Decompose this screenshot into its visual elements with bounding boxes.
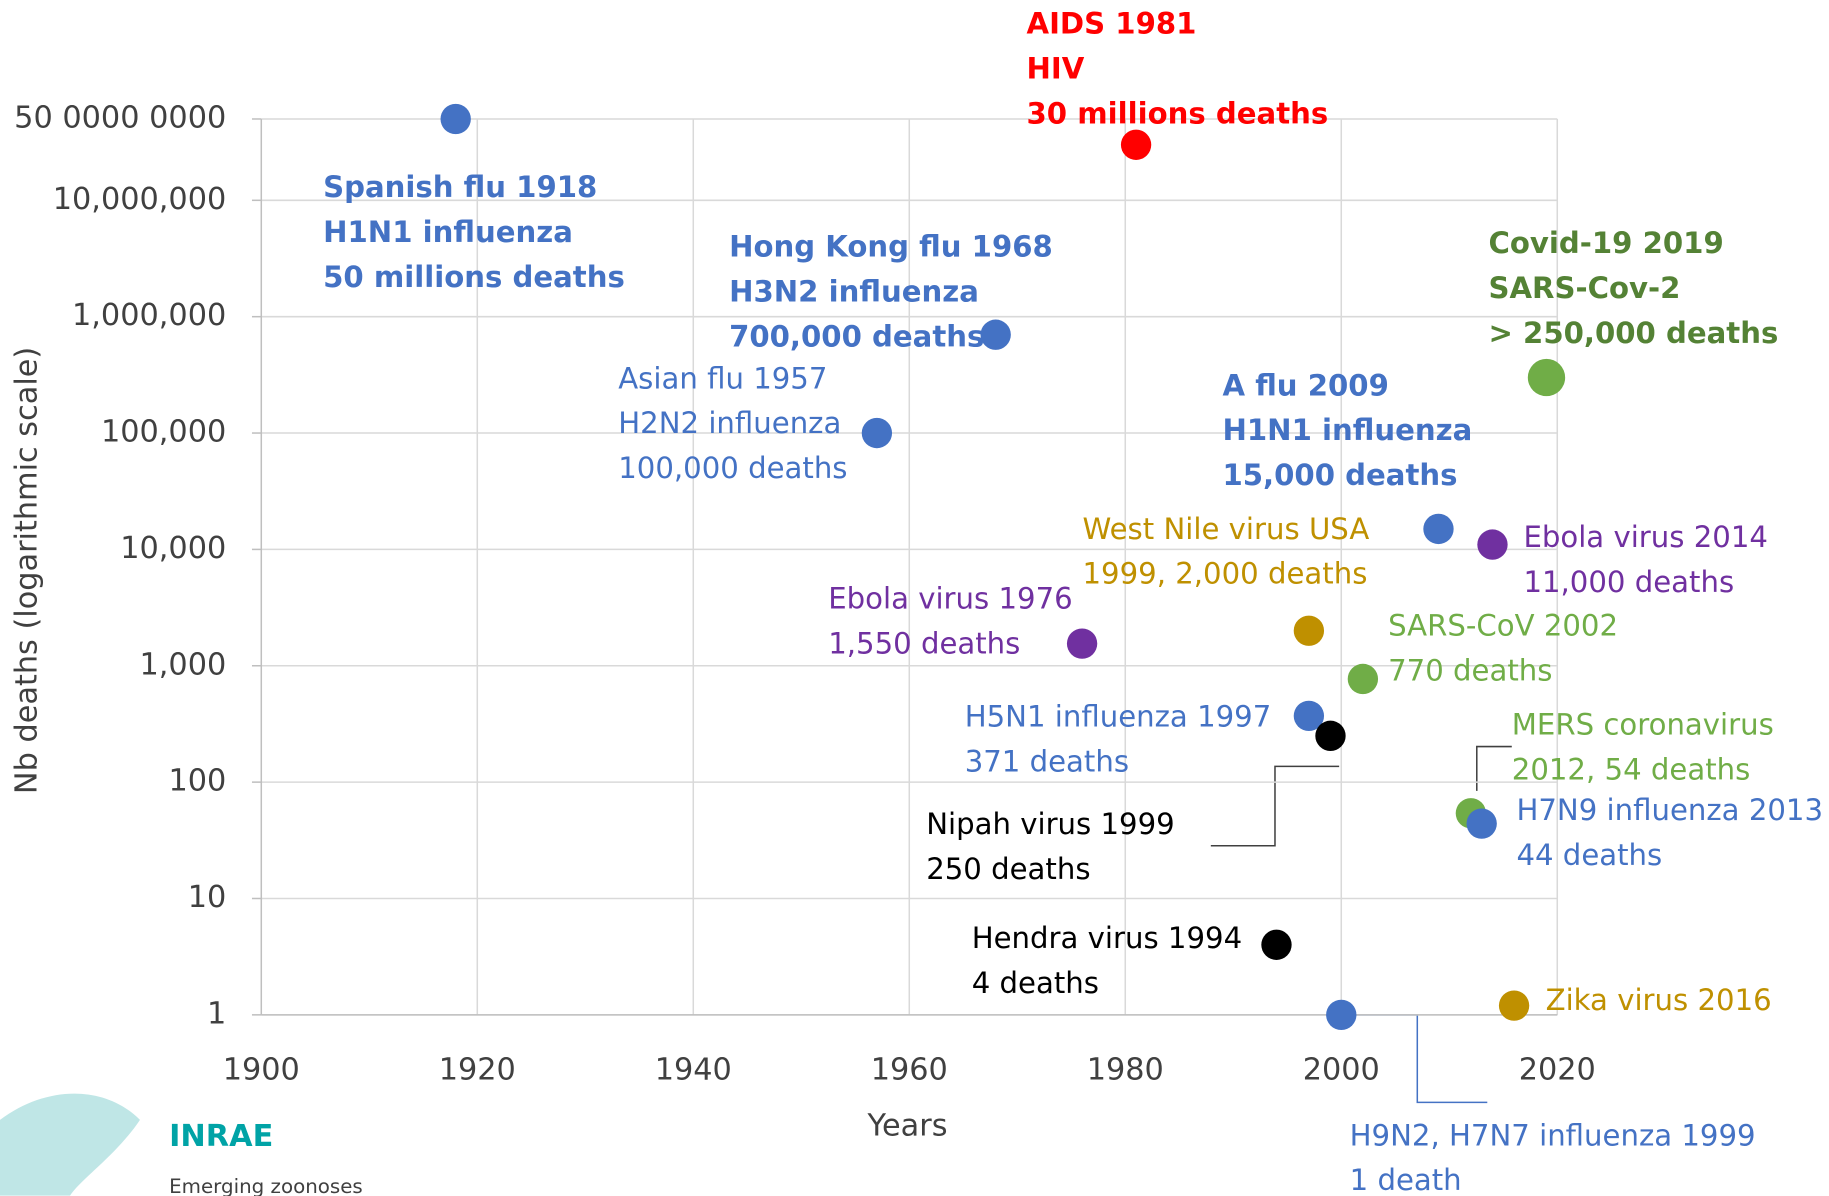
point-label: 100,000 deaths [618,451,847,485]
y-tick-label: 50 0000 0000 [14,100,226,135]
point [1347,663,1379,695]
y-axis-title: Nb deaths (logarithmic scale) [9,347,44,794]
point [1466,808,1497,839]
x-tick-label: 2000 [1303,1052,1380,1087]
point [1423,513,1454,545]
y-tick-label: 1 [207,996,226,1031]
y-tick-label: 10,000 [120,531,226,566]
point-label: MERS coronavirus [1512,708,1774,742]
y-tick-label: 100,000 [101,415,226,450]
point-label: 11,000 deaths [1523,565,1734,599]
point-label: Nipah virus 1999 [926,807,1175,841]
point [1293,700,1325,732]
point-label: 4 deaths [972,966,1099,1000]
point-label: 1 death [1350,1163,1462,1196]
point [1261,929,1292,960]
point [1527,358,1566,397]
point-label: H5N1 influenza 1997 [965,700,1272,734]
point [980,319,1011,350]
point [861,417,893,449]
point-label: Hendra virus 1994 [972,921,1242,955]
point-label: West Nile virus USA [1083,512,1370,546]
point-label: 770 deaths [1388,653,1552,687]
point-label: 371 deaths [965,744,1129,778]
point [1315,720,1346,751]
point [1326,999,1357,1031]
x-tick-label: 1960 [871,1052,948,1087]
point-label: SARS-CoV 2002 [1388,609,1618,643]
point-label: A flu 2009 [1222,368,1388,402]
y-tick-label: 10,000,000 [53,182,227,217]
point-label: 1,550 deaths [828,627,1020,661]
logo-swoosh [0,1093,140,1196]
point-label: HIV [1027,52,1085,86]
point [1120,129,1152,160]
point-label: Ebola virus 1976 [828,582,1072,616]
point-label: Asian flu 1957 [618,361,827,395]
point-label: H2N2 influenza [618,406,841,440]
point-label: 44 deaths [1516,838,1662,872]
y-tick-label: 1,000,000 [72,298,226,333]
point-label: Zika virus 2016 [1546,983,1772,1017]
point-label: H1N1 influenza [1222,413,1472,447]
x-tick-label: 2020 [1519,1052,1596,1087]
point-label: 250 deaths [926,852,1090,886]
point-label: H7N9 influenza 2013 [1516,793,1823,827]
leader-line [1210,765,1340,847]
point-label: > 250,000 deaths [1488,316,1778,350]
point-label: Hong Kong flu 1968 [729,229,1053,263]
point [1293,615,1325,646]
leader-line [1476,745,1512,791]
x-tick-label: 1920 [439,1052,516,1087]
point-label: H9N2, H7N7 influenza 1999 [1350,1118,1756,1152]
point [1066,628,1098,659]
x-tick-label: 1940 [655,1052,732,1087]
point-label: Covid-19 2019 [1488,226,1723,260]
point [1498,990,1530,1021]
brand: INRAE [169,1119,273,1154]
point-label: 2012, 54 deaths [1512,753,1751,787]
point-label: 700,000 deaths [729,319,984,353]
point-label: 1999, 2,000 deaths [1083,557,1368,591]
point-label: 50 millions deaths [323,260,625,294]
point-label: AIDS 1981 [1027,7,1197,41]
plot: INRAE Emerging zoonoses Years Nb deaths … [0,7,1823,1196]
point-label: H1N1 influenza [323,215,573,249]
x-tick-label: 1980 [1087,1052,1164,1087]
point-label: 15,000 deaths [1222,458,1457,492]
point-label: Spanish flu 1918 [323,170,597,204]
y-tick-label: 1,000 [140,647,227,682]
y-tick-label: 10 [188,880,227,915]
x-tick-label: 1900 [223,1052,300,1087]
x-axis-title: Years [867,1108,948,1143]
y-tick-label: 100 [168,764,226,799]
point-label: H3N2 influenza [729,274,979,308]
point [1477,529,1508,560]
point-label: SARS-Cov-2 [1488,271,1680,305]
point [440,103,471,135]
point-label: Ebola virus 2014 [1523,520,1767,554]
footer-subtitle: Emerging zoonoses [169,1175,363,1196]
point-label: 30 millions deaths [1027,96,1329,130]
